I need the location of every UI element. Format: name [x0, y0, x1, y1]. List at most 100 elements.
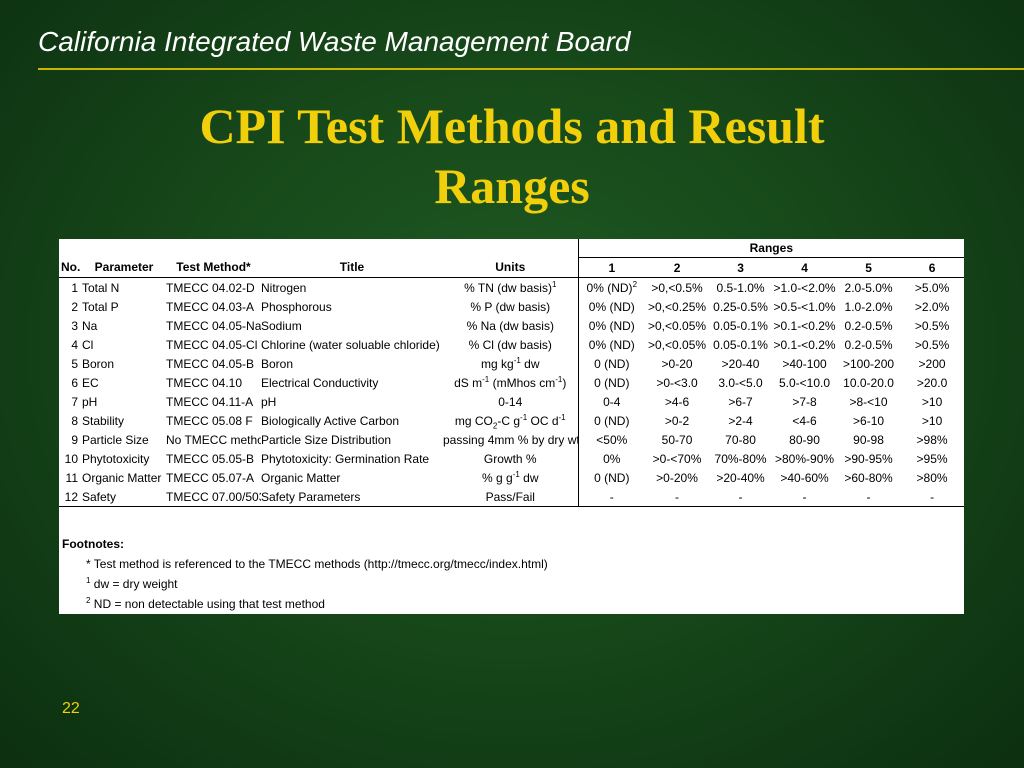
row-no: 12 — [59, 487, 82, 507]
row-range-5: 0.2-0.5% — [844, 318, 893, 333]
row-units: mg CO2-C g-1 OC d-1 — [443, 411, 579, 430]
row-method: TMECC 04.05-Cl — [166, 337, 258, 352]
row-method: No TMECC method — [166, 432, 261, 447]
row-range-1: 0% — [603, 451, 621, 466]
table-header-row-ranges: Ranges — [59, 239, 965, 258]
row-units: mg kg-1 dw — [443, 354, 579, 373]
row-range-2: >0,<0.25% — [648, 299, 707, 314]
row-range-4: >0.1-<0.2% — [773, 337, 836, 352]
col-header-method: Test Method* — [166, 257, 261, 278]
row-no: 4 — [71, 337, 78, 352]
row-units: % g g-1 dw — [443, 468, 579, 487]
col-header-parameter: Parameter — [82, 257, 166, 278]
row-range-4: >0.1-<0.2% — [773, 318, 836, 333]
row-units: Pass/Fail — [443, 487, 579, 507]
row-units: % Cl (dw basis) — [443, 335, 579, 354]
col-header-range-2: 2 — [645, 257, 710, 278]
table-row: 11 Organic Matter TMECC 05.07-A Organic … — [59, 468, 964, 487]
table-row: 5 Boron TMECC 04.05-B Boron mg kg-1 dw 0… — [59, 354, 964, 373]
row-range-6: >80% — [916, 470, 948, 485]
row-method: TMECC 05.07-A — [166, 470, 255, 485]
row-range-3: 70%-80% — [714, 451, 767, 466]
row-range-3: 0.05-0.1% — [713, 318, 768, 333]
row-range-3: 70-80 — [725, 432, 756, 447]
row-no: 11 — [65, 470, 78, 485]
row-range-2: >0-20% — [656, 470, 698, 485]
row-range-6: >0.5% — [914, 337, 950, 352]
row-parameter: Total P — [82, 299, 119, 314]
row-parameter: Na — [82, 318, 98, 333]
col-header-title: Title — [261, 257, 443, 278]
row-range-4: >0.5-<1.0% — [773, 299, 836, 314]
row-range-5: >8-<10 — [849, 394, 888, 409]
row-range-4: >40-100 — [782, 356, 827, 371]
table-header-row: No. Parameter Test Method* Title Units 1… — [59, 257, 965, 278]
row-range-5: >60-80% — [844, 470, 893, 485]
row-method: TMECC 07.00/503 — [166, 487, 261, 507]
row-range-5: 2.0-5.0% — [844, 280, 893, 295]
row-range-4: >80%-90% — [775, 451, 835, 466]
row-range-5: 10.0-20.0 — [843, 375, 894, 390]
row-range-3: >6-7 — [728, 394, 753, 409]
table-row: 8 Stability TMECC 05.08 F Biologically A… — [59, 411, 964, 430]
row-title: Sodium — [261, 318, 302, 333]
row-range-5: - — [837, 487, 901, 507]
row-no: 7 — [71, 394, 78, 409]
row-units: 0-14 — [443, 392, 579, 411]
row-parameter: Particle Size — [82, 432, 149, 447]
slide-number: 22 — [62, 700, 80, 717]
row-units: % TN (dw basis)1 — [443, 277, 579, 297]
row-range-1: <50% — [596, 432, 628, 447]
row-range-4: >1.0-<2.0% — [773, 280, 836, 295]
footnote-item: 1 dw = dry weight — [86, 576, 178, 592]
row-range-4: >7-8 — [792, 394, 817, 409]
row-range-6: >20.0 — [916, 375, 948, 390]
row-no: 10 — [64, 451, 78, 466]
row-units: Growth % — [443, 449, 579, 468]
slide-title-line1: CPI Test Methods and Result — [199, 98, 825, 154]
table-row: 1 Total N TMECC 04.02-D Nitrogen % TN (d… — [59, 277, 964, 297]
row-no: 8 — [71, 413, 78, 428]
row-range-5: 0.2-0.5% — [844, 337, 893, 352]
row-title: Phosphorous — [261, 299, 332, 314]
row-method: TMECC 04.05-B — [166, 356, 255, 371]
row-range-5: >90-95% — [844, 451, 893, 466]
table-row: 2 Total P TMECC 04.03-A Phosphorous % P … — [59, 297, 964, 316]
header-rule — [38, 68, 1024, 70]
row-range-1: 0% (ND)2 — [586, 279, 638, 295]
row-parameter: Boron — [82, 356, 115, 371]
row-range-2: >0-20 — [661, 356, 693, 371]
row-units: % P (dw basis) — [443, 297, 579, 316]
row-range-2: >0,<0.05% — [648, 337, 707, 352]
row-range-3: 0.25-0.5% — [713, 299, 768, 314]
row-range-1: 0% (ND) — [588, 318, 635, 333]
cpi-table: Ranges No. Parameter Test Method* Title … — [59, 239, 965, 507]
row-range-1: 0 (ND) — [594, 413, 630, 428]
row-range-1: 0 (ND) — [594, 470, 630, 485]
row-no: 1 — [71, 280, 78, 295]
row-title: Nitrogen — [261, 280, 307, 295]
row-range-4: <4-6 — [792, 413, 817, 428]
col-header-range-5: 5 — [837, 257, 901, 278]
row-range-5: >100-200 — [843, 356, 895, 371]
row-title: pH — [261, 394, 277, 409]
row-parameter: Organic Matter — [82, 470, 162, 485]
col-header-no: No. — [59, 257, 82, 278]
row-title: Organic Matter — [261, 470, 341, 485]
row-range-6: >5.0% — [914, 280, 950, 295]
table-row: 10 Phytotoxicity TMECC 05.05-B Phytotoxi… — [59, 449, 964, 468]
row-method: TMECC 05.05-B — [166, 451, 255, 466]
row-range-3: >20-40 — [721, 356, 760, 371]
table-row: 6 EC TMECC 04.10 Electrical Conductivity… — [59, 373, 964, 392]
row-parameter: Safety — [82, 487, 166, 507]
row-range-5: 1.0-2.0% — [844, 299, 893, 314]
col-header-range-6: 6 — [900, 257, 965, 278]
row-method: TMECC 04.03-A — [166, 299, 255, 314]
row-range-4: 5.0-<10.0 — [779, 375, 831, 390]
row-parameter: pH — [82, 394, 98, 409]
row-range-2: - — [645, 487, 710, 507]
row-range-1: 0-4 — [603, 394, 621, 409]
header-spacer — [59, 239, 579, 258]
table-row: 12 Safety TMECC 07.00/503 Safety Paramet… — [59, 487, 965, 507]
row-units: % Na (dw basis) — [443, 316, 579, 335]
